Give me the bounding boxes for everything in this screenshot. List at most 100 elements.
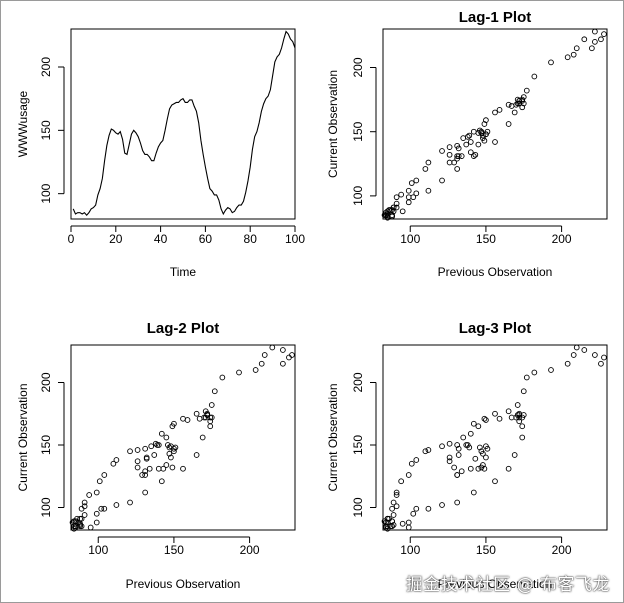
scatter-point: [405, 472, 412, 478]
scatter-point: [387, 523, 394, 530]
scatter-point: [148, 443, 155, 450]
scatter-point: [261, 352, 268, 358]
scatter-point: [483, 443, 489, 450]
scatter-point: [592, 28, 598, 35]
scatter-point: [478, 128, 485, 135]
scatter-point: [405, 519, 412, 526]
x-tick-label: 100: [400, 543, 420, 557]
x-tick-label: 150: [476, 232, 496, 246]
scatter-point: [208, 414, 215, 421]
scatter-point: [514, 402, 521, 408]
y-tick-label: 200: [351, 57, 365, 77]
scatter-point: [454, 499, 461, 506]
scatter-point: [446, 151, 453, 158]
scatter-point: [202, 408, 209, 415]
plot-box: [70, 28, 296, 220]
scatter-point: [422, 448, 429, 455]
scatter-point: [531, 73, 538, 80]
scatter-point: [166, 444, 173, 451]
y-axis-title: Current Observation: [16, 383, 30, 491]
scatter-point: [516, 412, 523, 418]
scatter-point: [463, 141, 470, 148]
x-tick-label: 20: [109, 232, 123, 246]
scatter-point: [146, 465, 153, 472]
scatter-point: [81, 512, 88, 518]
scatter-point: [455, 452, 462, 458]
scatter-point: [454, 472, 461, 478]
scatter-point: [134, 447, 141, 453]
scatter-point: [573, 45, 580, 52]
scatter-point: [470, 128, 477, 135]
scatter-point: [439, 502, 445, 508]
scatter-point: [393, 492, 400, 498]
y-axis: 100 150 200: [351, 57, 377, 206]
scatter-point: [405, 524, 412, 531]
scatter-point: [393, 489, 400, 496]
chart-panel-3: 100 150 200 100 150 200 Previous Observation Cu…: [16, 320, 296, 591]
scatter-point: [96, 478, 103, 485]
scatter-point: [492, 410, 498, 417]
scatter-point: [520, 388, 527, 395]
scatter-point: [386, 515, 392, 522]
plot-title: Lag-3 Plot: [459, 320, 532, 337]
scatter-point: [454, 166, 461, 172]
scatter-point: [451, 159, 457, 166]
scatter-point: [480, 462, 486, 468]
scatter-point: [516, 98, 523, 104]
scatter-point: [393, 194, 400, 201]
scatter-point: [110, 460, 117, 467]
scatter-point: [393, 200, 400, 207]
chart-panel-4: 100 150 200 100 150 200 Previous Observation Cu…: [326, 320, 608, 591]
scatter-point: [451, 464, 457, 471]
y-tick-label: 200: [39, 372, 53, 392]
scatter-point: [481, 415, 488, 422]
scatter-point: [460, 434, 467, 441]
scatter-point: [408, 460, 415, 467]
watermark-text: 掘金技术社区 @ 布客飞龙: [405, 575, 610, 595]
scatter-point: [158, 430, 165, 437]
scatter-point: [171, 448, 177, 455]
scatter-point: [139, 472, 145, 478]
scatter-point: [142, 468, 149, 475]
x-tick-label: 0: [68, 232, 75, 246]
scatter-point: [389, 505, 395, 512]
scatter-point: [446, 159, 453, 166]
scatter-point: [589, 45, 595, 52]
scatter-point: [455, 445, 462, 452]
scatter-point: [134, 464, 141, 471]
y-tick-label: 150: [39, 435, 53, 455]
scatter-point: [531, 369, 538, 376]
chart-panel-2: 100 150 200 100 150 200 Previous Observation Cu…: [326, 9, 608, 279]
scatter-point: [564, 54, 571, 61]
y-axis: 100 150 200: [39, 57, 65, 204]
scatter-point: [280, 347, 286, 353]
scatter-point: [598, 36, 604, 43]
scatter-point: [446, 440, 453, 447]
scatter-point: [573, 344, 580, 351]
scatter-point: [570, 352, 577, 358]
scatter-point: [458, 468, 465, 475]
scatter-point: [467, 139, 474, 145]
scatter-point: [163, 434, 170, 441]
scatter-point: [439, 177, 445, 184]
scatter-point: [505, 408, 512, 415]
y-tick-label: 150: [351, 121, 365, 141]
y-axis-title: Current Observation: [326, 383, 340, 491]
scatter-point: [475, 465, 482, 472]
scatter-point: [113, 457, 120, 463]
scatter-point: [505, 121, 512, 127]
scatter-point: [93, 519, 100, 526]
scatter-point: [439, 443, 445, 450]
scatter-point: [386, 207, 392, 213]
scatter-point: [393, 204, 400, 211]
scatter-point: [86, 492, 93, 498]
scatter-point: [516, 414, 523, 421]
scatter-point: [519, 434, 526, 441]
scatter-point: [475, 423, 482, 430]
scatter-point: [405, 199, 412, 206]
x-axis: 100 150 200: [88, 536, 260, 557]
scatter-point: [425, 187, 432, 194]
scatter-point: [478, 448, 485, 455]
scatter-point: [286, 354, 292, 361]
scatter-point: [211, 388, 218, 395]
